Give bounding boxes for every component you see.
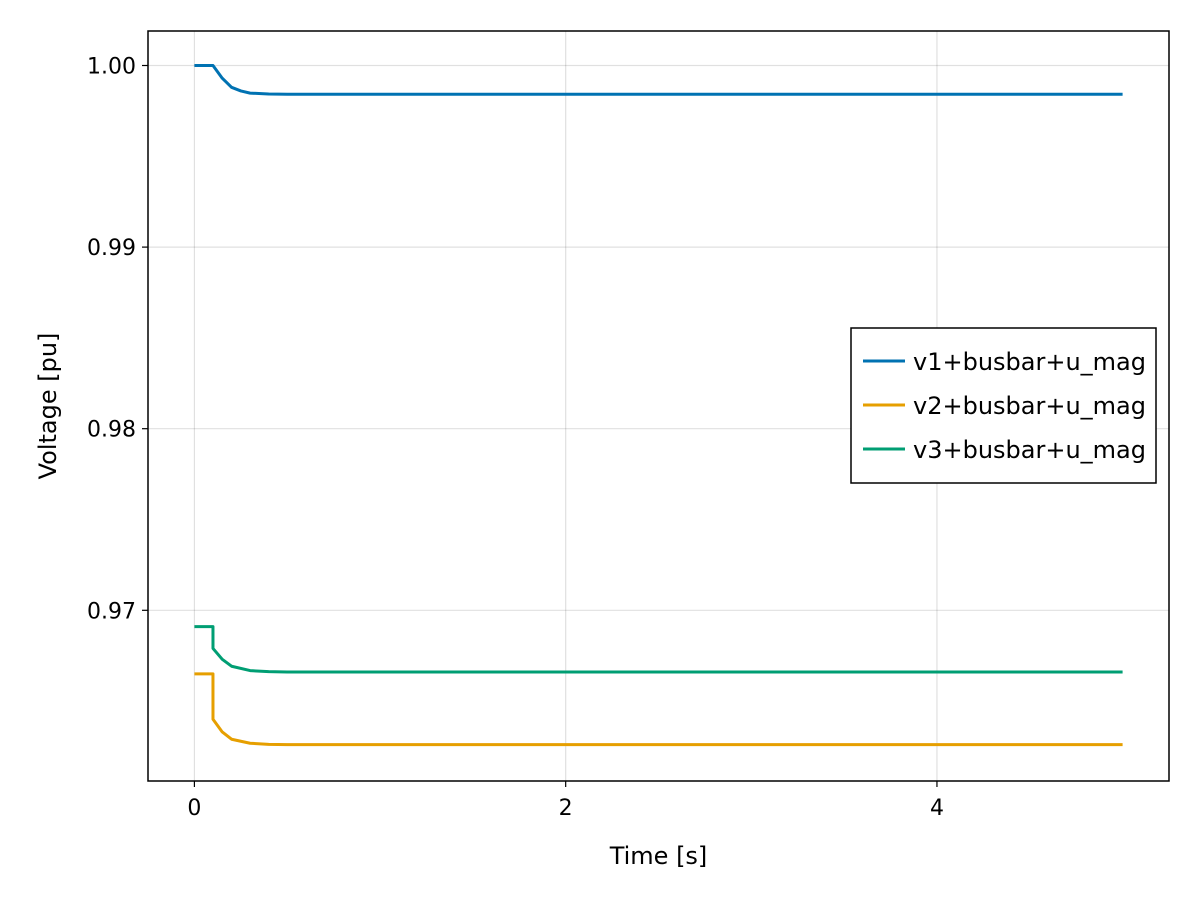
grid-lines — [148, 31, 1169, 781]
legend-label-1: v1+busbar+u_mag — [913, 348, 1146, 376]
legend-label-3: v3+busbar+u_mag — [913, 436, 1146, 464]
y-tick-label: 0.97 — [87, 599, 136, 624]
series-lines — [194, 64, 1123, 747]
y-tick-label: 0.98 — [87, 418, 136, 443]
y-tick-label: 1.00 — [87, 55, 136, 80]
series-line-3 — [194, 625, 1123, 674]
legend-label-2: v2+busbar+u_mag — [913, 392, 1146, 420]
x-tick-label: 0 — [187, 796, 201, 821]
axis-ticks: 0 2 4 0.97 0.98 0.99 1.00 — [87, 55, 944, 821]
series-line-1 — [194, 64, 1123, 96]
x-tick-label: 4 — [930, 796, 944, 821]
x-tick-label: 2 — [559, 796, 573, 821]
x-axis-title: Time [s] — [609, 842, 708, 870]
y-tick-label: 0.99 — [87, 236, 136, 261]
y-axis-title: Voltage [pu] — [34, 333, 62, 480]
plot-frame — [147, 30, 1170, 782]
series-line-2 — [194, 672, 1123, 747]
legend[interactable]: v1+busbar+u_mag v2+busbar+u_mag v3+busbar+… — [850, 327, 1157, 484]
